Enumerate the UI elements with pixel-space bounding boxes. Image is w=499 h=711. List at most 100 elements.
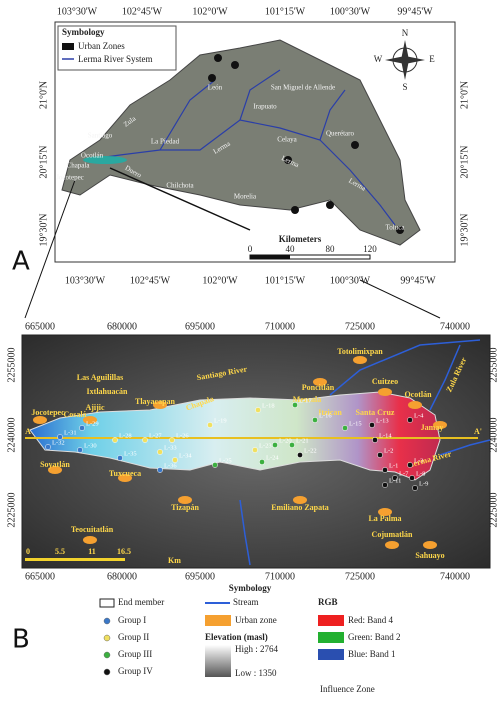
legend-item: Lerma River System: [78, 54, 152, 64]
urban-zone: [433, 421, 447, 429]
urban-zone: [231, 61, 239, 69]
label: 103°30'W: [57, 6, 98, 17]
urban-zone: [284, 156, 292, 164]
label: 2240000: [6, 418, 17, 453]
label: Ocotlán: [81, 152, 104, 160]
label: Green: Band 2: [348, 632, 400, 642]
label: 2255000: [488, 348, 499, 383]
label: La Piedad: [151, 138, 180, 146]
label: Santiago: [88, 132, 113, 140]
label: L-11: [389, 477, 401, 484]
sample-point: [79, 425, 85, 431]
urban-zone: [83, 536, 97, 544]
label: Kilometers: [279, 234, 322, 244]
sample-point: [372, 437, 378, 443]
sample-point: [172, 457, 178, 463]
label: S: [402, 82, 407, 92]
legend-title: Symbology: [229, 583, 272, 593]
legend-item: Low : 1350: [235, 668, 277, 678]
legend-item: Urban zone: [235, 615, 277, 625]
label: La Palma: [368, 514, 401, 523]
label: L-23: [259, 442, 272, 449]
sample-point: [382, 482, 388, 488]
label: L-15: [349, 420, 362, 427]
label: 101°15'W: [265, 6, 306, 17]
urban-zone: [33, 416, 47, 424]
label: 740000: [440, 571, 470, 582]
sample-point: [407, 462, 413, 468]
label: Irapuato: [253, 103, 277, 111]
sample-point: [157, 467, 163, 473]
sample-point: [292, 402, 298, 408]
zoom-line: [24, 179, 76, 319]
sample-point: [369, 422, 375, 428]
label: Emiliano Zapata: [271, 503, 329, 512]
urban-zone: [83, 416, 97, 424]
label: L-2: [384, 447, 393, 454]
label: L-36: [164, 462, 177, 469]
label: 680000: [107, 321, 137, 332]
band-swatch: [318, 615, 344, 626]
sample-point: [377, 452, 383, 458]
sample-point: [142, 437, 148, 443]
label: 2225000: [488, 493, 499, 528]
label: Km: [168, 556, 181, 565]
sample-point: [342, 425, 348, 431]
label: L-18: [262, 402, 275, 409]
label: Morelia: [234, 193, 257, 201]
sample-point: [289, 442, 295, 448]
label: 100°30'W: [330, 275, 371, 286]
label: 21°0'N: [459, 81, 470, 109]
sample-point: [259, 459, 265, 465]
label: L-31: [64, 429, 77, 436]
sample-point: [57, 434, 63, 440]
label: Itzican: [318, 408, 342, 417]
urban-zone: [423, 541, 437, 549]
sample-point: [409, 475, 415, 481]
label: 695000: [185, 321, 215, 332]
label: Mezcala: [293, 395, 321, 404]
urban-zone: [291, 206, 299, 214]
legend-item: Stream: [233, 597, 259, 607]
urban-zone: [396, 226, 404, 234]
sample-point: [169, 437, 175, 443]
label: L-20: [279, 437, 292, 444]
label: L-8: [416, 470, 425, 477]
label: 102°0'W: [202, 275, 238, 286]
sample-point: [252, 447, 258, 453]
streams: [239, 339, 491, 566]
label: Chapala: [67, 162, 91, 170]
label: Group IV: [118, 666, 153, 676]
label: L-30: [84, 442, 97, 449]
label: 80: [326, 244, 336, 254]
label: 21°0'N: [38, 81, 49, 109]
label: 665000: [25, 321, 55, 332]
label: L-3: [414, 457, 423, 464]
label: W: [374, 54, 383, 64]
label: L-35: [124, 450, 137, 457]
label: L-24: [266, 454, 279, 461]
label: L-21: [296, 437, 309, 444]
label: L-29: [86, 420, 99, 427]
label: Red: Band 4: [348, 615, 393, 625]
label: Cosalá: [63, 410, 86, 419]
legend-item: Urban Zones: [78, 41, 125, 51]
label: Chilchota: [166, 182, 194, 190]
legend-item: Elevation (masl): [205, 632, 268, 642]
label: 40: [286, 244, 296, 254]
label: N: [402, 28, 409, 38]
label: Querétaro: [326, 130, 354, 138]
sample-point: [297, 452, 303, 458]
legend-item: RGB: [318, 597, 338, 607]
sample-point: [382, 467, 388, 473]
label: L-26: [176, 432, 189, 439]
sample-point: [157, 449, 163, 455]
label: 120: [363, 244, 377, 254]
label: L-28: [119, 432, 132, 439]
label: Tlayacapan: [135, 397, 176, 406]
sample-point: [312, 417, 318, 423]
label: Toluca: [386, 224, 406, 232]
label: L-4: [414, 412, 424, 419]
sample-point: [45, 444, 51, 450]
